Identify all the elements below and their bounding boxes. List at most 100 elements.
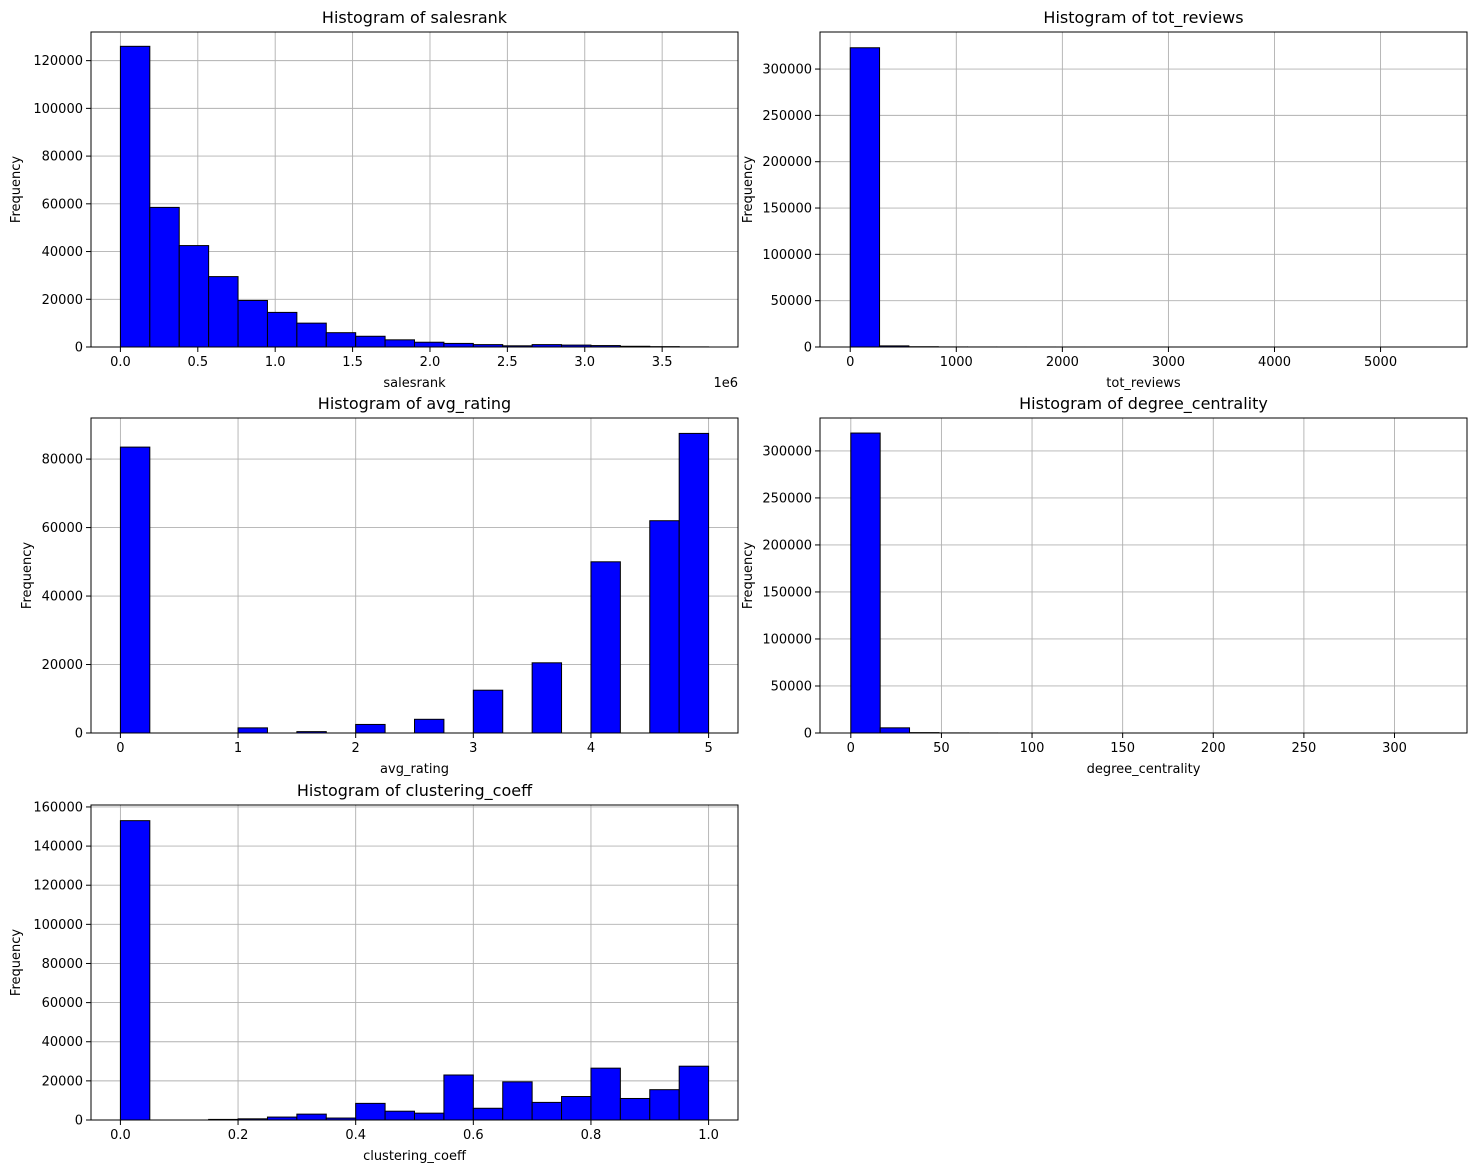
y-tick-label: 60000 (42, 521, 83, 536)
x-tick-label: 1.0 (698, 1128, 719, 1143)
histogram-bar (119, 45, 151, 348)
histogram-bar (531, 1101, 563, 1121)
x-tick-label: 0.0 (110, 1128, 131, 1143)
histogram-bar (355, 335, 386, 348)
histogram-bar (119, 446, 151, 734)
x-tick-label: 0.5 (187, 355, 208, 370)
histogram-bar (296, 322, 327, 348)
histogram-bar (296, 1113, 327, 1121)
axes-frame (819, 417, 1468, 734)
y-tick-label: 20000 (42, 293, 83, 308)
histogram-bar (879, 727, 911, 734)
x-tick-label: 200 (1201, 741, 1226, 756)
x-tick-label: 250 (1291, 741, 1316, 756)
x-tick-label: 100 (1020, 741, 1045, 756)
y-tick-label: 160000 (33, 800, 83, 815)
y-tick-label: 300000 (762, 63, 812, 78)
histogram-bar (649, 1089, 680, 1121)
y-tick-label: 300000 (762, 444, 812, 459)
y-tick-label: 100000 (762, 248, 812, 263)
x-tick-label: 3000 (1152, 355, 1185, 370)
histogram-bar (619, 1097, 651, 1121)
y-tick-label: 100000 (762, 632, 812, 647)
x-tick-label: 5000 (1364, 355, 1397, 370)
histogram-bar (149, 206, 180, 348)
histogram-bar (849, 47, 881, 348)
y-tick-label: 200000 (762, 538, 812, 553)
chart-title: Histogram of avg_rating (318, 394, 511, 414)
histogram-bar (590, 561, 621, 734)
x-tick-label: 0.4 (345, 1128, 366, 1143)
y-tick-label: 60000 (42, 996, 83, 1011)
y-axis-label: Frequency (741, 156, 756, 223)
histogram-bar (384, 1110, 416, 1121)
histogram-bar (355, 1102, 386, 1121)
histogram-bar (178, 245, 210, 348)
histogram-bar (208, 276, 239, 348)
histogram-bar (850, 432, 881, 734)
y-axis-label: Frequency (20, 542, 35, 609)
y-tick-label: 50000 (771, 679, 812, 694)
axes-frame (90, 31, 739, 348)
x-tick-label: 3.5 (652, 355, 673, 370)
x-tick-label: 0 (847, 741, 855, 756)
histogram-bar (119, 820, 151, 1121)
x-tick-label: 4000 (1258, 355, 1291, 370)
y-tick-label: 250000 (762, 491, 812, 506)
y-tick-label: 100000 (33, 102, 83, 117)
x-tick-label: 2.5 (497, 355, 518, 370)
x-tick-label: 1000 (940, 355, 973, 370)
y-tick-label: 250000 (762, 109, 812, 124)
histogram-bar (443, 1074, 474, 1121)
y-tick-label: 0 (804, 727, 812, 742)
y-tick-label: 140000 (33, 840, 83, 855)
y-tick-label: 20000 (42, 1074, 83, 1089)
histogram-bar (472, 1107, 504, 1121)
y-tick-label: 200000 (762, 155, 812, 170)
histogram-bar (502, 1081, 533, 1121)
x-tick-label: 1.0 (265, 355, 286, 370)
subplot-5: 0.0 0.2 0.4 0.6 0.8 1.0 0 20000 40000 60000 80000 1… (9, 781, 739, 1164)
x-axis-label: avg_rating (380, 762, 449, 777)
histogram-bar (678, 1065, 710, 1121)
x-axis-label: salesrank (383, 376, 446, 391)
y-axis-label: Frequency (741, 542, 756, 609)
y-tick-label: 120000 (33, 54, 83, 69)
y-tick-label: 80000 (42, 453, 83, 468)
y-tick-label: 150000 (762, 585, 812, 600)
subplot-1: 0.0 0.5 1.0 1.5 2.0 2.5 3.0 3.5 0 20000 40000 60000… (9, 8, 739, 391)
y-tick-label: 0 (75, 727, 83, 742)
x-tick-label: 0 (846, 355, 854, 370)
subplot-3: 0 1 2 3 4 5 0 20000 40000 60000 80000 Histogram of … (20, 394, 739, 777)
subplot-4: 0 50 100 150 200 250 300 0 50000 100000 150000 2000… (741, 394, 1468, 777)
histogram-bar (355, 723, 386, 734)
chart-title: Histogram of clustering_coeff (297, 781, 533, 801)
y-tick-label: 40000 (42, 590, 83, 605)
x-tick-label: 3.0 (574, 355, 595, 370)
axes-frame (90, 804, 739, 1121)
chart-title: Histogram of tot_reviews (1043, 8, 1243, 28)
y-tick-label: 80000 (42, 957, 83, 972)
histogram-bar (414, 341, 445, 348)
y-tick-label: 50000 (771, 294, 812, 309)
y-tick-label: 150000 (762, 202, 812, 217)
x-axis-label: degree_centrality (1087, 762, 1201, 777)
histogram-bar (531, 662, 563, 734)
y-axis-label: Frequency (9, 156, 24, 223)
y-tick-label: 60000 (42, 197, 83, 212)
x-tick-label: 5 (704, 741, 712, 756)
histogram-bar (414, 1112, 445, 1121)
x-tick-label: 0.0 (110, 355, 131, 370)
chart-title: Histogram of salesrank (322, 8, 508, 27)
x-offset-label: 1e6 (713, 376, 738, 391)
y-tick-label: 0 (75, 341, 83, 356)
histogram-bar (590, 1067, 621, 1121)
histogram-bar (237, 299, 268, 348)
histogram-bar (678, 432, 710, 734)
histogram-bar (561, 1096, 592, 1121)
x-tick-label: 4 (587, 741, 595, 756)
y-tick-label: 20000 (42, 658, 83, 673)
x-tick-label: 0 (116, 741, 124, 756)
axes-frame (819, 31, 1468, 348)
chart-title: Histogram of degree_centrality (1019, 394, 1268, 414)
